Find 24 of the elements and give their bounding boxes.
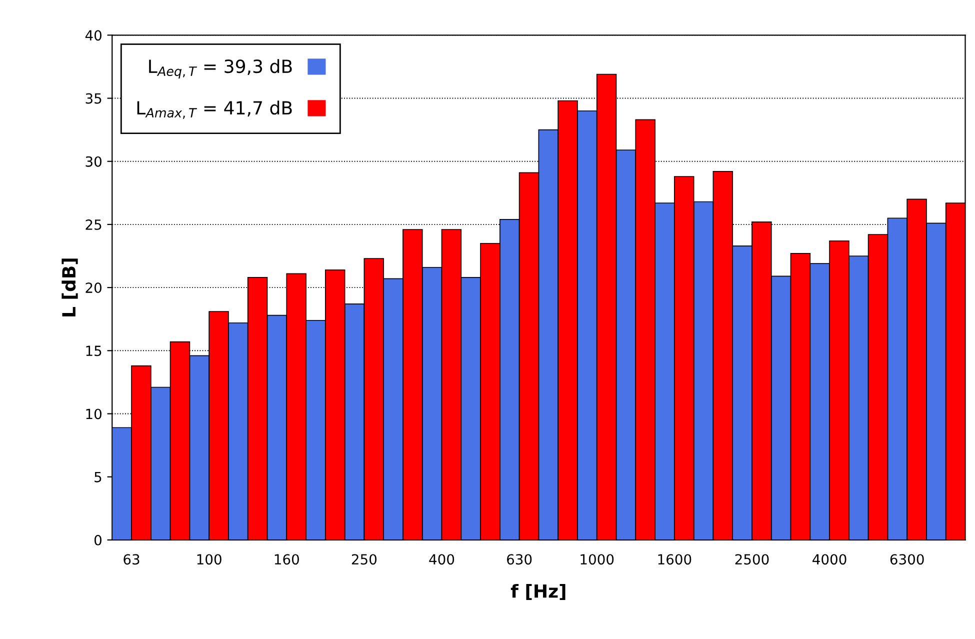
- y-tick-label: 30: [86, 156, 102, 167]
- y-tick-label: 0: [94, 534, 102, 546]
- x-tick-label: 1000: [580, 554, 614, 565]
- x-tick-label: 2500: [735, 554, 769, 565]
- x-tick-label: 160: [274, 554, 299, 565]
- y-axis-title: L [dB]: [62, 258, 78, 316]
- x-tick-label: 6300: [890, 554, 924, 565]
- x-axis-title: f [Hz]: [510, 584, 566, 600]
- x-tick-label: 100: [197, 554, 222, 565]
- y-tick-label: 10: [86, 408, 102, 420]
- x-tick-label: 250: [352, 554, 377, 565]
- legend-label: L$_{Amax,T}$ = 41,7 dB: [137, 100, 292, 119]
- x-tick-label: 400: [429, 554, 454, 565]
- x-tick-label: 4000: [812, 554, 846, 565]
- y-tick-label: 25: [86, 219, 102, 230]
- legend-label: L$_{Aeq,T}$ = 39,3 dB: [149, 59, 292, 78]
- y-tick-label: 15: [86, 346, 102, 356]
- y-tick-label: 35: [86, 93, 102, 104]
- y-tick-label: 5: [94, 472, 102, 482]
- x-tick-label: 1600: [658, 554, 692, 565]
- x-tick-label: 63: [124, 554, 140, 565]
- y-tick-label: 20: [86, 282, 102, 294]
- y-tick-label: 40: [85, 30, 102, 41]
- x-tick-label: 630: [507, 554, 532, 565]
